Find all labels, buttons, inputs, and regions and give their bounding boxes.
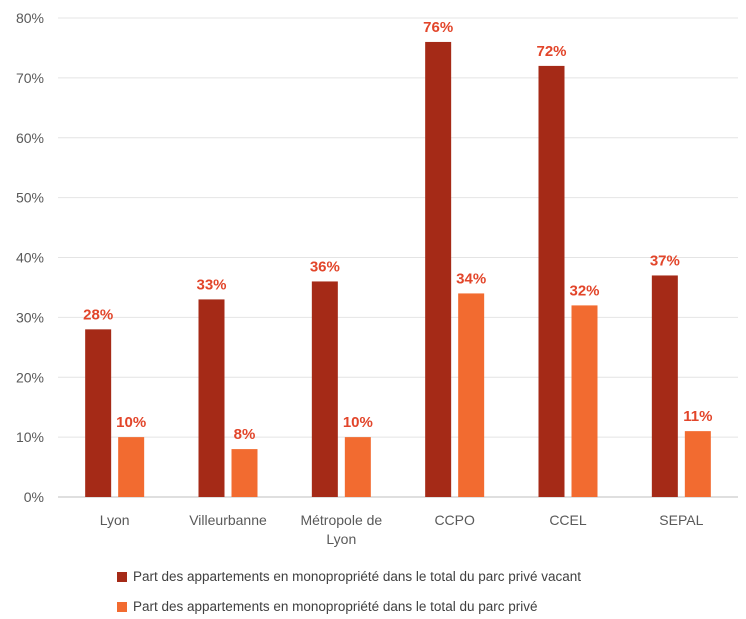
- bar-total: [572, 305, 598, 497]
- data-label: 76%: [423, 19, 453, 36]
- bars: [85, 42, 711, 497]
- data-label: 8%: [234, 426, 256, 443]
- y-tick-label: 10%: [16, 429, 44, 445]
- y-axis-ticks: 0% 10% 20% 30% 40% 50% 60% 70% 80%: [16, 10, 44, 505]
- bar-vacant: [425, 42, 451, 497]
- legend-item-total: Part des appartements en monopropriété d…: [117, 599, 538, 614]
- category-labels: Lyon Villeurbanne Métropole de Lyon CCPO CCEL…: [100, 512, 704, 547]
- y-tick-label: 20%: [16, 369, 44, 385]
- data-label: 32%: [569, 282, 599, 299]
- legend-label-vacant: Part des appartements en monopropriété d…: [133, 569, 581, 584]
- bar-chart: 0% 10% 20% 30% 40% 50% 60% 70% 80% 28% 10% 33% 8% 36…: [0, 0, 746, 560]
- bar-total: [458, 293, 484, 497]
- category-label: Lyon: [326, 531, 356, 547]
- category-label: Lyon: [100, 512, 130, 528]
- data-label: 33%: [196, 276, 226, 293]
- legend-label-total: Part des appartements en monopropriété d…: [133, 599, 538, 614]
- bar-vacant: [652, 275, 678, 497]
- bar-vacant: [85, 329, 111, 497]
- category-label: Villeurbanne: [189, 512, 267, 528]
- bar-vacant: [539, 66, 565, 497]
- y-tick-label: 50%: [16, 190, 44, 206]
- y-tick-label: 40%: [16, 250, 44, 266]
- category-label: CCPO: [434, 512, 475, 528]
- legend-item-vacant: Part des appartements en monopropriété d…: [117, 569, 581, 584]
- data-label: 36%: [310, 258, 340, 275]
- data-labels: 28% 10% 33% 8% 36% 10% 76% 34% 72% 32% 37% 11%: [83, 19, 712, 443]
- y-tick-label: 60%: [16, 130, 44, 146]
- bar-vacant: [312, 281, 338, 497]
- y-tick-label: 70%: [16, 70, 44, 86]
- data-label: 72%: [536, 43, 566, 60]
- legend-swatch-vacant: [117, 572, 127, 582]
- data-label: 11%: [683, 408, 712, 425]
- category-label: Métropole de: [300, 512, 382, 528]
- data-label: 37%: [650, 252, 680, 269]
- y-tick-label: 0%: [24, 489, 44, 505]
- bar-total: [232, 449, 258, 497]
- data-label: 34%: [456, 270, 486, 287]
- data-label: 28%: [83, 306, 113, 323]
- category-label: CCEL: [549, 512, 587, 528]
- bar-total: [118, 437, 144, 497]
- legend-swatch-total: [117, 602, 127, 612]
- category-label: SEPAL: [659, 512, 703, 528]
- y-tick-label: 30%: [16, 309, 44, 325]
- bar-vacant: [199, 299, 225, 497]
- data-label: 10%: [343, 414, 373, 431]
- data-label: 10%: [116, 414, 146, 431]
- y-tick-label: 80%: [16, 10, 44, 26]
- bar-total: [345, 437, 371, 497]
- bar-total: [685, 431, 711, 497]
- gridlines: [58, 18, 738, 497]
